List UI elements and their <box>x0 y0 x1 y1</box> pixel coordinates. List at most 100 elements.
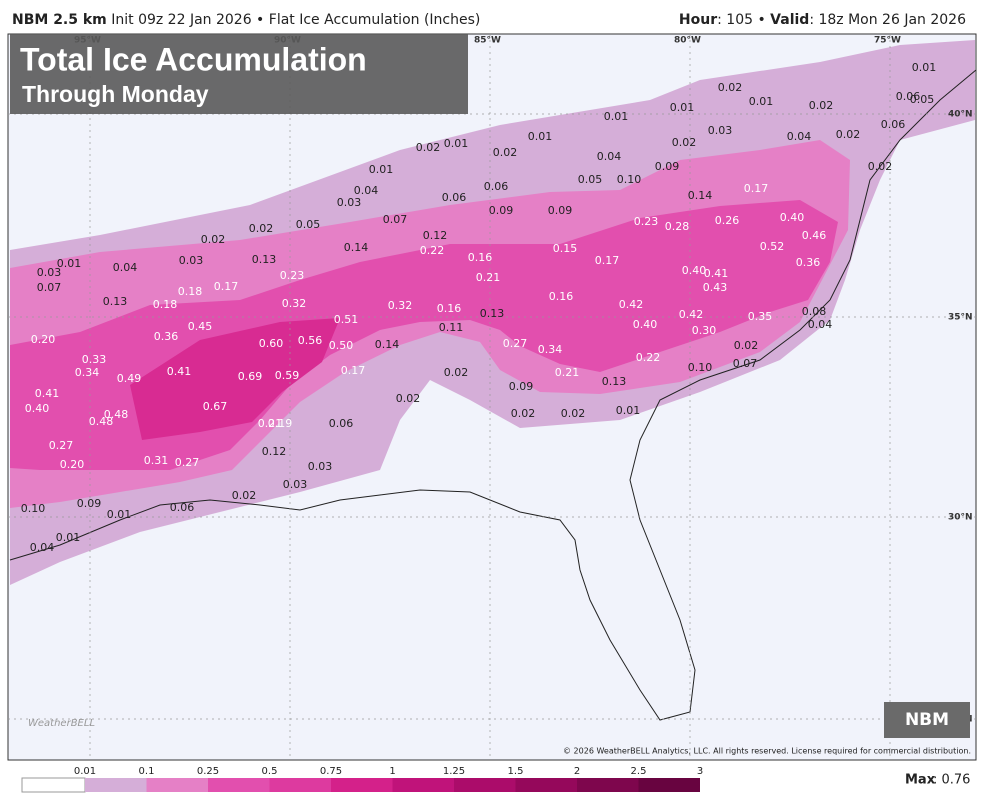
ice-value: 0.16 <box>549 290 574 303</box>
ice-value: 0.17 <box>214 280 239 293</box>
ice-value: 0.02 <box>734 339 759 352</box>
colorbar-label: 1.5 <box>508 766 524 777</box>
ice-value: 0.17 <box>595 254 620 267</box>
latitude-label: 30°N <box>948 513 973 523</box>
colorbar-segment <box>208 778 270 792</box>
colorbar-white <box>21 777 86 793</box>
ice-value: 0.20 <box>31 333 56 346</box>
ice-value: 0.34 <box>538 343 563 356</box>
coastline <box>9 69 977 721</box>
ice-value: 0.23 <box>280 269 305 282</box>
longitude-label: 85°W <box>474 36 501 46</box>
ice-value: 0.15 <box>553 242 578 255</box>
hour-value: : 105 • <box>717 12 771 28</box>
ice-value: 0.36 <box>796 256 821 269</box>
ice-value: 0.02 <box>249 222 274 235</box>
ice-value: 0.06 <box>484 180 509 193</box>
ice-value: 0.01 <box>912 61 937 74</box>
ice-value: 0.42 <box>619 298 644 311</box>
ice-value: 0.27 <box>175 456 200 469</box>
ice-value: 0.20 <box>60 458 85 471</box>
colorbar-label: 0.5 <box>262 766 278 777</box>
ice-value: 0.21 <box>555 366 580 379</box>
ice-value: 0.69 <box>238 370 263 383</box>
ice-value: 0.13 <box>602 375 627 388</box>
colorbar-label: 2.5 <box>631 766 647 777</box>
header-left: NBM 2.5 km Init 09z 22 Jan 2026 • Flat I… <box>12 12 480 28</box>
latitude-label: 35°N <box>948 313 973 323</box>
colorbar-segment <box>85 778 147 792</box>
ice-value: 0.18 <box>153 298 178 311</box>
ice-value: 0.02 <box>493 146 518 159</box>
ice-value: 0.07 <box>37 281 62 294</box>
ice-value: 0.09 <box>655 160 680 173</box>
ice-value: 0.06 <box>170 501 195 514</box>
hour-label: Hour <box>678 12 718 28</box>
ice-value: 0.26 <box>715 214 740 227</box>
ice-value: 0.41 <box>35 387 60 400</box>
ice-value: 0.41 <box>704 267 729 280</box>
ice-value: 0.31 <box>144 454 169 467</box>
ice-value: 0.13 <box>252 253 277 266</box>
ice-value: 0.02 <box>836 128 861 141</box>
ice-value: 0.40 <box>633 318 658 331</box>
max-value: : 0.76 <box>933 773 970 788</box>
ice-value: 0.60 <box>259 337 284 350</box>
ice-value: 0.41 <box>167 365 192 378</box>
ice-value: 0.02 <box>444 366 469 379</box>
ice-value: 0.21 <box>476 271 501 284</box>
longitude-label: 75°W <box>874 36 901 46</box>
ice-value: 0.35 <box>748 310 773 323</box>
ice-value: 0.01 <box>107 508 132 521</box>
colorbar-label: 0.1 <box>139 766 155 777</box>
ice-value: 0.48 <box>104 408 129 421</box>
ice-value: 0.06 <box>896 90 921 103</box>
ice-value: 0.02 <box>511 407 536 420</box>
ice-value: 0.06 <box>329 417 354 430</box>
colorbar-label: 2 <box>574 766 580 777</box>
ice-value: 0.17 <box>341 364 366 377</box>
longitude-label: 80°W <box>674 36 701 46</box>
ice-value: 0.01 <box>528 130 553 143</box>
ice-value: 0.01 <box>56 531 81 544</box>
ice-value: 0.18 <box>178 285 203 298</box>
badge-box <box>884 702 970 738</box>
ice-value: 0.56 <box>298 334 323 347</box>
ice-value: 0.46 <box>802 229 827 242</box>
ice-value: 0.01 <box>369 163 394 176</box>
ice-value: 0.06 <box>442 191 467 204</box>
colorbar-segment <box>269 778 331 792</box>
ice-value: 0.21 <box>258 417 283 430</box>
ice-value: 0.05 <box>578 173 603 186</box>
ice-value: 0.27 <box>49 439 74 452</box>
ice-value: 0.09 <box>548 204 573 217</box>
ice-value: 0.50 <box>329 339 354 352</box>
ice-value: 0.19 <box>268 417 293 430</box>
ice-value: 0.04 <box>597 150 622 163</box>
ice-value: 0.27 <box>503 337 528 350</box>
colorbar-label: 1 <box>389 766 395 777</box>
ice-value: 0.09 <box>77 497 102 510</box>
ice-value: 0.17 <box>744 182 769 195</box>
ice-regions <box>10 40 975 585</box>
ice-value: 0.01 <box>604 110 629 123</box>
ice-value: 0.67 <box>203 400 228 413</box>
ice-value: 0.03 <box>308 460 333 473</box>
ice-value: 0.40 <box>780 211 805 224</box>
colorbar-label: 3 <box>697 766 703 777</box>
ice-value: 0.04 <box>113 261 138 274</box>
ice-value: 0.02 <box>416 141 441 154</box>
ice-value: 0.10 <box>21 502 46 515</box>
ice-value: 0.12 <box>423 229 448 242</box>
ice-value: 0.40 <box>25 402 50 415</box>
model: NBM 2.5 km <box>12 12 107 28</box>
ice-value: 0.02 <box>201 233 226 246</box>
ice-value: 0.01 <box>444 137 469 150</box>
ice-value: 0.06 <box>881 118 906 131</box>
info: Init 09z 22 Jan 2026 • Flat Ice Accumula… <box>111 12 481 28</box>
ice-value: 0.02 <box>718 81 743 94</box>
ice-value: 0.34 <box>75 366 100 379</box>
ice-value: 0.48 <box>89 415 114 428</box>
ice-heaviest <box>130 318 340 440</box>
